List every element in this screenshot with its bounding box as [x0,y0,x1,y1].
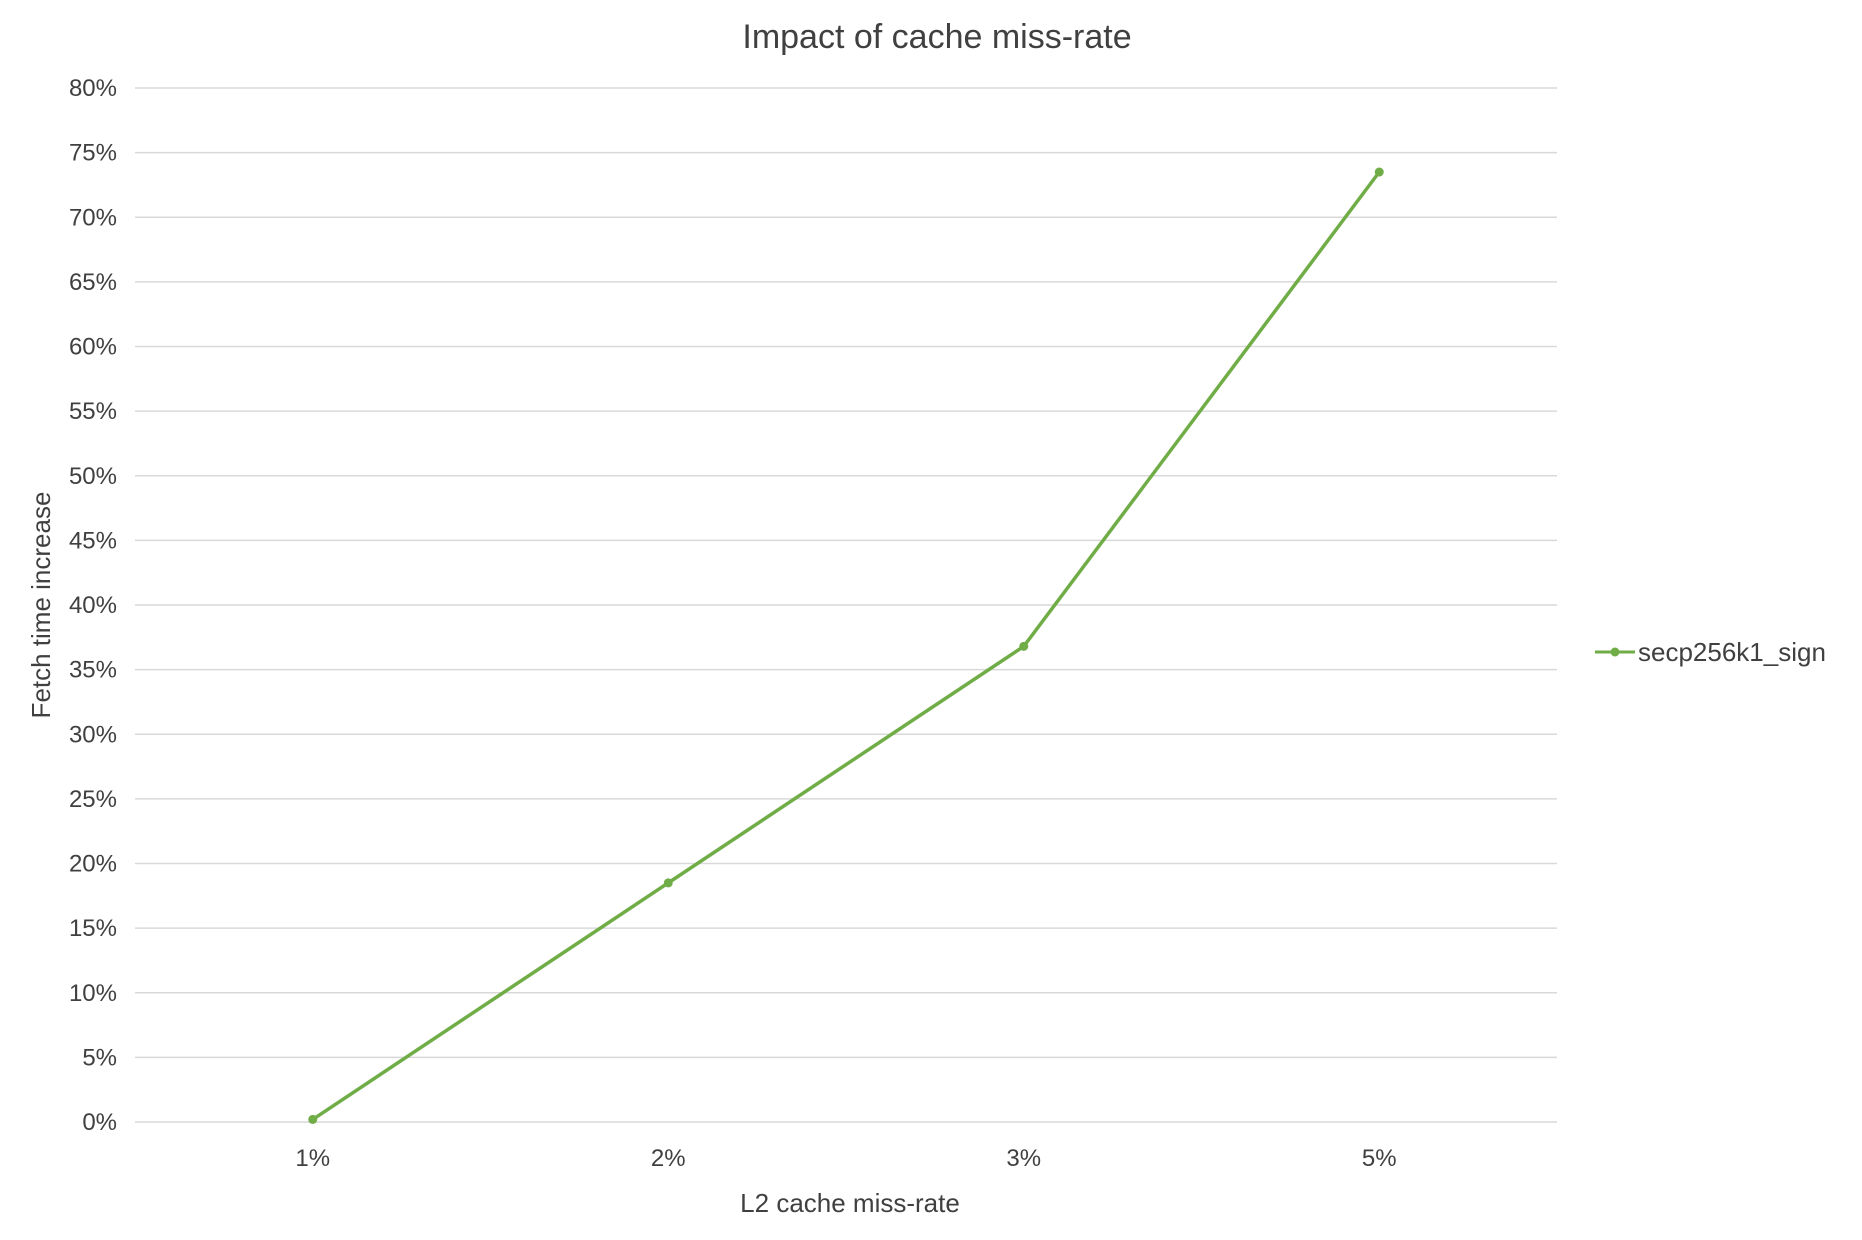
legend: secp256k1_sign [1595,637,1826,667]
y-tick-label: 60% [69,334,117,361]
y-tick-label: 5% [82,1044,117,1071]
y-tick-label: 70% [69,204,117,231]
y-tick-label: 25% [69,786,117,813]
data-point [663,878,673,888]
data-point [1374,167,1384,177]
y-tick-label: 75% [69,140,117,167]
legend-label-secp256k1-sign: secp256k1_sign [1638,637,1826,667]
y-tick-label: 10% [69,980,117,1007]
y-tick-label: 65% [69,269,117,296]
y-tick-label: 20% [69,851,117,878]
y-tick-label: 55% [69,398,117,425]
x-tick-label: 2% [651,1145,686,1172]
y-tick-label: 40% [69,592,117,619]
y-tick-label: 80% [69,75,117,102]
y-tick-label: 45% [69,527,117,554]
gridlines [135,87,1557,1123]
y-tick-label: 30% [69,721,117,748]
y-tick-label: 35% [69,657,117,684]
y-axis-label: Fetch time increase [26,492,56,719]
series-layer [308,167,1384,1124]
data-point [1019,641,1029,651]
x-axis-label: L2 cache miss-rate [740,1188,960,1218]
x-axis-ticks: 1% 2% 3% 5% [295,1145,1396,1172]
legend-marker-secp256k1-sign [1610,647,1620,657]
x-tick-label: 3% [1006,1145,1041,1172]
x-tick-label: 5% [1362,1145,1397,1172]
data-point [308,1114,318,1124]
y-tick-label: 0% [82,1109,117,1136]
chart-title: Impact of cache miss-rate [742,18,1131,56]
x-tick-label: 1% [295,1145,330,1172]
y-axis-ticks: 0% 5% 10% 15% 20% 25% 30% 35% 40% 45% 50% 55% 60% 65%… [69,75,117,1136]
series-line-secp256k1-sign [311,170,1381,1121]
y-tick-label: 50% [69,463,117,490]
y-tick-label: 15% [69,915,117,942]
